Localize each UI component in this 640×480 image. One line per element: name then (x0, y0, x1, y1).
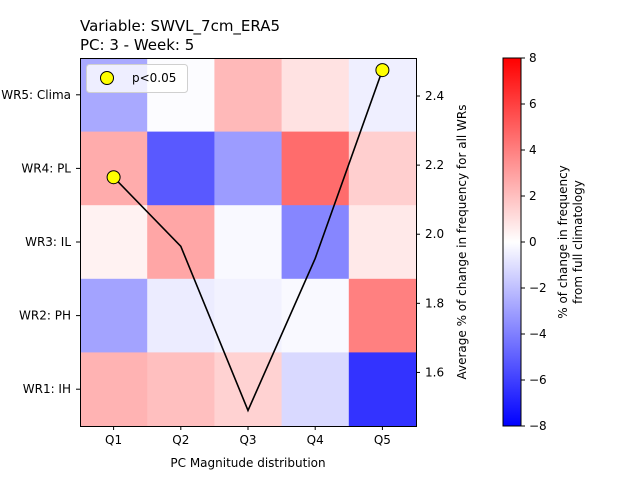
x-tick-label: Q5 (374, 433, 391, 447)
right-y-tick-label: 2.4 (425, 89, 444, 103)
colorbar-tick-label: −8 (529, 419, 547, 433)
heatmap-cell (80, 205, 148, 280)
y-tick-label: WR2: PH (19, 309, 71, 323)
y-tick-label: WR1: IH (23, 382, 71, 396)
heatmap-cell (281, 131, 350, 206)
heatmap-cell (214, 205, 283, 280)
heatmap-cell (147, 205, 215, 280)
right-y-tick-label: 1.8 (425, 296, 444, 310)
heatmap-cells (80, 58, 417, 427)
significance-marker (375, 63, 390, 78)
heatmap-cell (147, 131, 215, 206)
heatmap-cell (80, 352, 148, 427)
heatmap-cell (214, 352, 283, 427)
y-tick-label: WR4: PL (21, 161, 71, 175)
heatmap-cell (281, 352, 350, 427)
heatmap-cell (214, 131, 283, 206)
heatmap-cell (281, 58, 350, 133)
average-line-layer (106, 63, 390, 413)
right-y-tick-label: 1.6 (425, 365, 444, 379)
legend-box (86, 64, 188, 93)
heatmap-cell (348, 278, 417, 353)
heatmap-cell (80, 278, 148, 353)
y-axis-right: 1.6 1.8 2.0 2.2 2.4 (416, 89, 444, 379)
colorbar-tick-label: −2 (529, 281, 547, 295)
colorbar-ticks: 8 6 4 2 0 −2 −4 −6 −8 (521, 51, 547, 433)
heatmap-cell (281, 278, 350, 353)
colorbar-label-line2: from full climatology (571, 180, 585, 304)
heatmap-cell (348, 131, 417, 206)
right-y-axis-label: Average % of change in frequency for all… (455, 104, 469, 379)
legend-marker (100, 71, 114, 85)
legend: p<0.05 (86, 64, 188, 93)
colorbar-tick-label: −4 (529, 327, 547, 341)
heatmap-cell (214, 278, 283, 353)
x-axis: Q1 Q2 Q3 Q4 Q5 (105, 426, 391, 447)
x-tick-label: Q2 (172, 433, 189, 447)
x-tick-label: Q3 (239, 433, 256, 447)
y-tick-label: WR3: IL (25, 235, 71, 249)
average-change-line (113, 69, 384, 413)
colorbar-tick-label: 0 (529, 235, 537, 249)
right-y-tick-label: 2.2 (425, 158, 444, 172)
significance-marker (106, 170, 121, 185)
y-tick-label: WR5: Clima (1, 88, 71, 102)
legend-label: p<0.05 (132, 71, 176, 85)
chart-title-line1: Variable: SWVL_7cm_ERA5 (80, 17, 280, 36)
right-y-tick-label: 2.0 (425, 227, 444, 241)
x-tick-label: Q1 (105, 433, 122, 447)
chart-title-line2: PC: 3 - Week: 5 (80, 36, 194, 54)
y-axis-left: WR5: Clima WR4: PL WR3: IL WR2: PH WR1: IH (1, 88, 80, 396)
heatmap-cell (214, 58, 283, 133)
heatmap-cell (147, 352, 215, 427)
colorbar-tick-label: 8 (529, 51, 537, 65)
x-tick-label: Q4 (307, 433, 324, 447)
colorbar-tick-label: 2 (529, 189, 537, 203)
colorbar-label-line1: % of change in frequency (556, 165, 570, 319)
colorbar-tick-label: 4 (529, 143, 537, 157)
heatmap-cell (147, 278, 215, 353)
x-axis-label: PC Magnitude distribution (170, 456, 325, 470)
colorbar (502, 57, 522, 427)
colorbar-tick-label: 6 (529, 97, 537, 111)
heatmap-cell (348, 352, 417, 427)
heatmap-cell (348, 205, 417, 280)
colorbar-tick-label: −6 (529, 373, 547, 387)
heatmap-cell (281, 205, 350, 280)
heatmap-cell (80, 131, 148, 206)
